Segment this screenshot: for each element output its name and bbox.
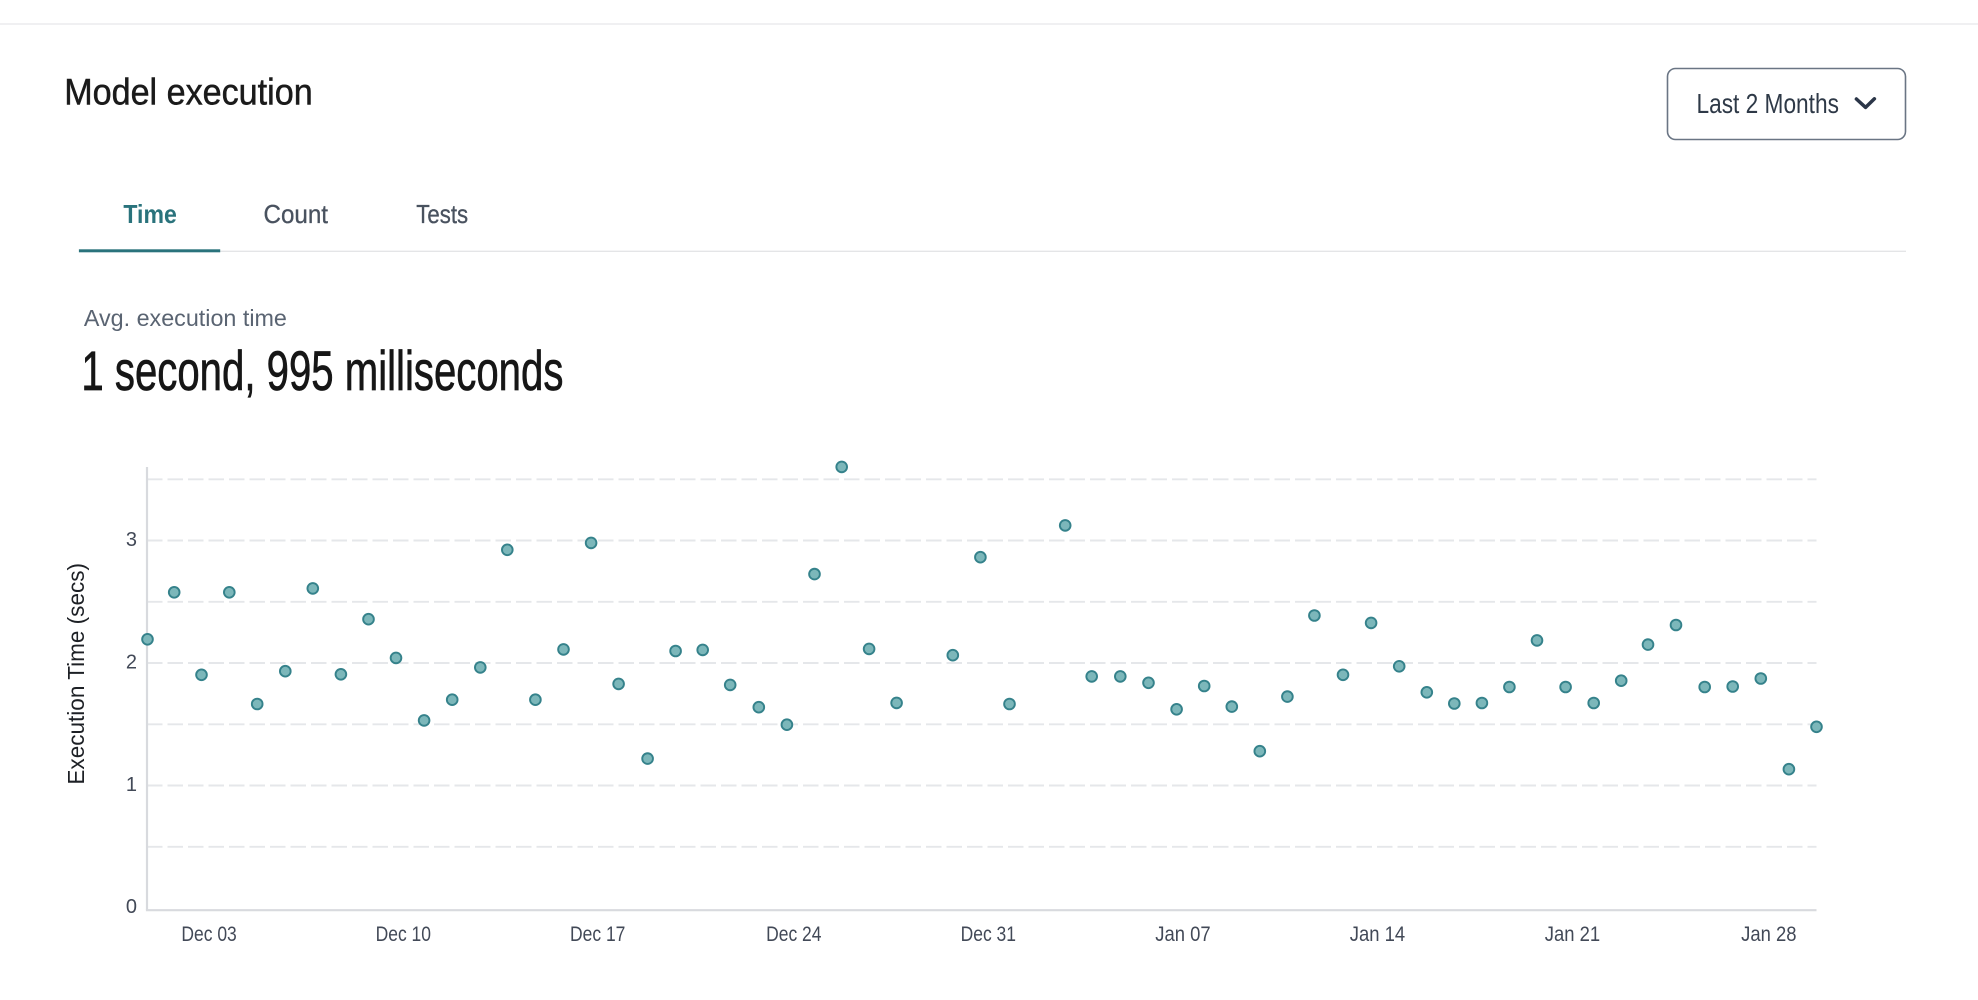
svg-text:1 second, 995 milliseconds: 1 second, 995 milliseconds <box>81 339 563 402</box>
svg-text:Time: Time <box>123 199 176 229</box>
svg-text:Dec 03: Dec 03 <box>181 923 236 946</box>
svg-text:Jan 14: Jan 14 <box>1350 923 1406 946</box>
svg-text:Avg. execution time: Avg. execution time <box>84 305 287 331</box>
svg-text:Last 2 Months: Last 2 Months <box>1697 88 1839 119</box>
svg-text:Jan 28: Jan 28 <box>1741 923 1796 946</box>
svg-text:Dec 10: Dec 10 <box>376 923 431 946</box>
svg-text:2: 2 <box>126 651 137 673</box>
svg-text:3: 3 <box>126 529 137 551</box>
svg-text:Model execution: Model execution <box>64 72 313 113</box>
svg-text:Tests: Tests <box>416 199 468 229</box>
svg-text:Jan 21: Jan 21 <box>1545 923 1600 946</box>
svg-text:Jan 07: Jan 07 <box>1155 923 1210 946</box>
svg-text:1: 1 <box>126 774 137 796</box>
svg-text:Execution Time (secs): Execution Time (secs) <box>63 563 89 785</box>
svg-text:Dec 24: Dec 24 <box>766 923 822 946</box>
svg-text:Dec 17: Dec 17 <box>570 923 625 946</box>
svg-text:Count: Count <box>264 199 329 229</box>
svg-text:Dec 31: Dec 31 <box>961 923 1016 946</box>
svg-text:0: 0 <box>126 896 137 918</box>
